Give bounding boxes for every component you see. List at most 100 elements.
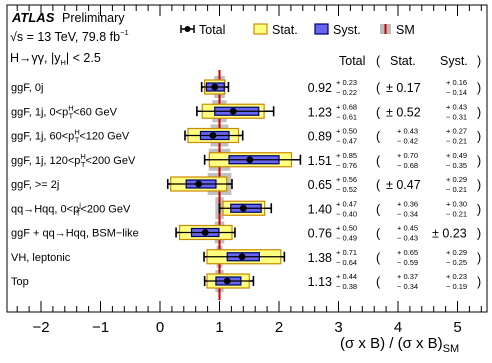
category-label: ggF + qq→Hqq, BSM−like bbox=[11, 228, 139, 240]
syst-uncertainty-up: + 0.23 bbox=[446, 272, 467, 281]
close-paren: ) bbox=[477, 251, 481, 265]
total-uncertainty-down: − 0.47 bbox=[336, 137, 357, 146]
open-paren: ( bbox=[376, 227, 381, 241]
syst-uncertainty-down: − 0.19 bbox=[446, 282, 467, 291]
stat-uncertainty-up: + 0.36 bbox=[397, 199, 418, 208]
category-label-sup: H bbox=[80, 152, 85, 161]
central-value-marker bbox=[223, 277, 231, 285]
category-label: VH, leptonic bbox=[11, 252, 71, 264]
syst-uncertainty-down: − 0.31 bbox=[446, 112, 467, 121]
stat-uncertainty-down: − 0.59 bbox=[397, 258, 418, 267]
total-value: 1.38 bbox=[308, 251, 332, 265]
syst-uncertainty-down: − 0.21 bbox=[446, 185, 467, 194]
x-tick-label: 2 bbox=[275, 319, 283, 336]
legend-sm-label: SM bbox=[396, 23, 415, 37]
syst-uncertainty-up: + 0.43 bbox=[446, 102, 467, 111]
total-uncertainty-up: + 0.85 bbox=[336, 151, 357, 160]
central-value-marker bbox=[238, 253, 246, 261]
x-tick-label: 1 bbox=[215, 319, 223, 336]
category-label-main: Top bbox=[11, 276, 29, 288]
category-label-end: <60 GeV bbox=[73, 106, 117, 118]
header-close-paren: ) bbox=[477, 54, 481, 68]
x-tick-label: 5 bbox=[453, 319, 461, 336]
total-value: 0.89 bbox=[308, 130, 332, 144]
category-row: ggF + qq→Hqq, BSM−like 0.76 + 0.50− 0.49 ()… bbox=[11, 224, 481, 243]
category-label-main: ggF, 1j, 0<p bbox=[11, 106, 68, 118]
category-label-sup: H bbox=[74, 128, 79, 137]
category-label-sup: j bbox=[78, 200, 81, 209]
close-paren: ) bbox=[477, 154, 481, 168]
syst-uncertainty-up: + 0.29 bbox=[446, 248, 467, 257]
syst-uncertainty-up: + 0.30 bbox=[446, 199, 467, 208]
legend-total-marker bbox=[180, 25, 195, 33]
syst-uncertainty-down: − 0.21 bbox=[446, 137, 467, 146]
total-uncertainty-down: − 0.49 bbox=[336, 234, 357, 243]
category-label-sup: H bbox=[68, 103, 73, 112]
stat-uncertainty-up: + 0.65 bbox=[397, 248, 418, 257]
total-value: 1.13 bbox=[308, 275, 332, 289]
category-label-main: VH, leptonic bbox=[11, 252, 71, 264]
open-paren: ( bbox=[376, 130, 381, 144]
channel-label: H→γγ, |yH| < 2.5 bbox=[10, 51, 101, 67]
category-row: ggF, >= 2j 0.65 + 0.56− 0.52 () ± 0.47 + 0.29… bbox=[11, 175, 481, 194]
stat-value: ± 0.17 bbox=[386, 81, 421, 95]
category-label: ggF, >= 2j bbox=[11, 179, 59, 191]
category-label-main: ggF, >= 2j bbox=[11, 179, 59, 191]
syst-uncertainty-down: − 0.35 bbox=[446, 161, 467, 170]
close-paren: ) bbox=[477, 275, 481, 289]
x-tick-label: −1 bbox=[92, 319, 109, 336]
total-uncertainty-up: + 0.56 bbox=[336, 175, 357, 184]
syst-uncertainty-down: − 0.21 bbox=[446, 209, 467, 218]
central-value-marker bbox=[209, 132, 217, 139]
category-label-sub: T bbox=[76, 208, 81, 217]
x-tick-label: −2 bbox=[32, 319, 49, 336]
x-tick-label: 0 bbox=[156, 319, 164, 336]
stat-uncertainty-down: − 0.43 bbox=[397, 234, 418, 243]
category-label-main: ggF, 1j, 120<p bbox=[11, 155, 80, 167]
header-layer: ATLAS Preliminary √s = 13 TeV, 79.8 fb−1… bbox=[10, 10, 129, 67]
close-paren: ) bbox=[477, 81, 481, 95]
ticks-layer: −2 −1 0 1 2 3 4 5 bbox=[16, 5, 482, 336]
open-paren: ( bbox=[376, 251, 381, 265]
category-row: VH, leptonic 1.38 + 0.71− 0.64()+ 0.65− 0.… bbox=[11, 248, 481, 267]
category-label-end: <200 GeV bbox=[80, 203, 131, 215]
total-uncertainty-down: − 0.38 bbox=[336, 282, 357, 291]
stat-uncertainty-down: − 0.68 bbox=[397, 161, 418, 170]
total-uncertainty-down: − 0.40 bbox=[336, 209, 357, 218]
category-row: ggF, 1j, 0<pH T<60 GeV 1.23 + 0.68− 0.61 () ±… bbox=[11, 102, 481, 121]
total-value: 1.40 bbox=[308, 202, 332, 216]
total-value: 0.76 bbox=[308, 227, 332, 241]
close-paren: ) bbox=[477, 130, 481, 144]
open-paren: ( bbox=[376, 105, 381, 119]
stat-uncertainty-down: − 0.34 bbox=[397, 209, 418, 218]
header-total: Total bbox=[339, 54, 365, 68]
total-uncertainty-up: + 0.47 bbox=[336, 199, 357, 208]
legend-stat-label: Stat. bbox=[272, 23, 298, 37]
header-open-paren: ( bbox=[376, 54, 381, 68]
category-label: ggF, 1j, 0<pH T<60 GeV bbox=[11, 103, 118, 120]
total-uncertainty-down: − 0.22 bbox=[336, 88, 357, 97]
category-label: Top bbox=[11, 276, 29, 288]
stat-uncertainty-up: + 0.70 bbox=[397, 151, 418, 160]
category-label-main: ggF + qq→Hqq, BSM−like bbox=[11, 228, 139, 240]
syst-uncertainty-up: + 0.29 bbox=[446, 175, 467, 184]
total-uncertainty-up: + 0.44 bbox=[336, 272, 357, 281]
stat-value: ± 0.52 bbox=[386, 105, 421, 119]
total-uncertainty-down: − 0.61 bbox=[336, 112, 357, 121]
category-label-main: qq→Hqq, 0<p bbox=[11, 203, 79, 215]
stat-uncertainty-up: + 0.45 bbox=[397, 224, 418, 233]
syst-value: ± 0.23 bbox=[432, 227, 467, 241]
syst-uncertainty-up: + 0.49 bbox=[446, 151, 467, 160]
total-uncertainty-up: + 0.50 bbox=[336, 127, 357, 136]
stat-value: ± 0.47 bbox=[386, 178, 421, 192]
category-label: qq→Hqq, 0<pj T<200 GeV bbox=[11, 200, 131, 217]
stat-uncertainty-down: − 0.42 bbox=[397, 137, 418, 146]
category-label-sub: T bbox=[81, 160, 86, 169]
close-paren: ) bbox=[477, 105, 481, 119]
total-uncertainty-up: + 0.23 bbox=[336, 78, 357, 87]
central-value-marker bbox=[195, 180, 203, 188]
plot-frame bbox=[6, 4, 488, 313]
category-row: qq→Hqq, 0<pj T<200 GeV 1.40 + 0.47− 0.40 () +… bbox=[11, 199, 481, 218]
